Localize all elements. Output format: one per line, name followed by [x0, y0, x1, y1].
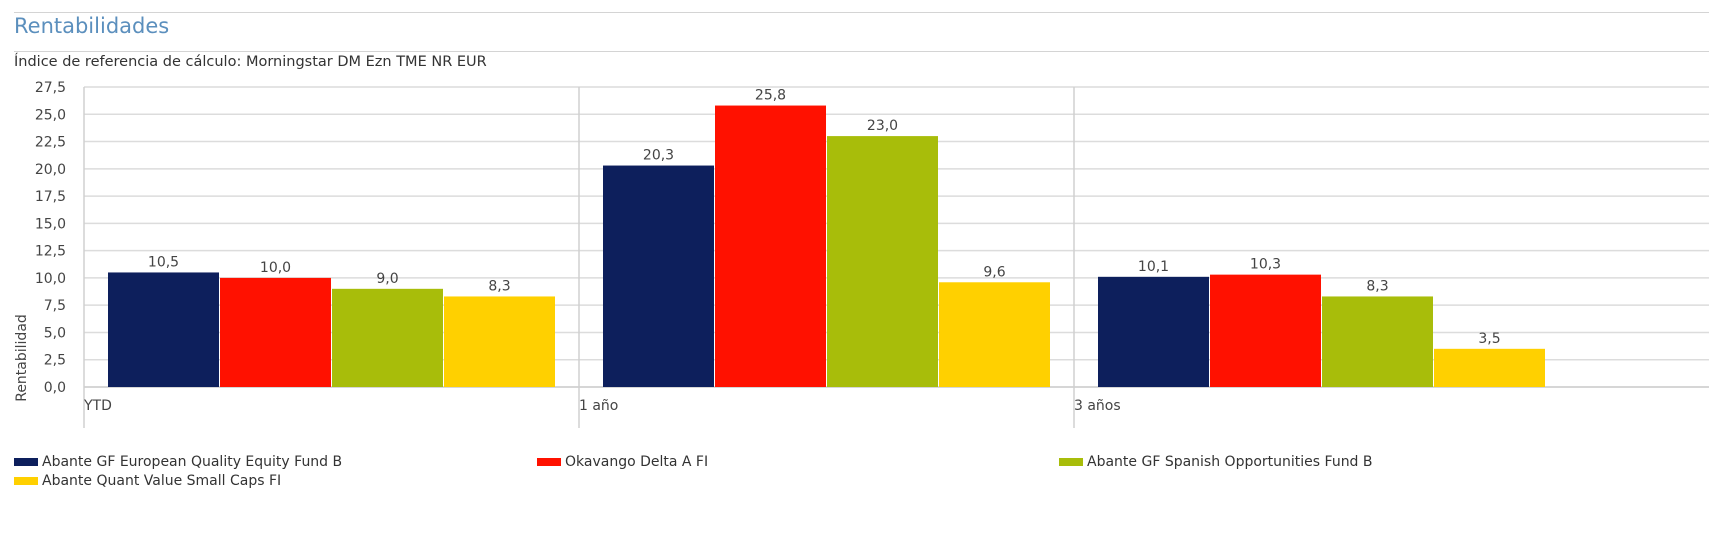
chart-legend: Abante GF European Quality Equity Fund B… [14, 454, 1694, 494]
x-tick-label: 1 año [579, 398, 618, 414]
data-label: 3,5 [1478, 331, 1500, 347]
data-label: 8,3 [1366, 278, 1388, 294]
bar-series-4-1-año [939, 282, 1050, 387]
title-divider [14, 51, 1709, 52]
y-tick-label: 5,0 [44, 325, 66, 341]
y-tick-label: 22,5 [35, 135, 66, 151]
data-label: 10,1 [1138, 259, 1169, 275]
data-label: 25,8 [755, 88, 786, 104]
returns-bar-chart: 0,0 2,5 5,0 7,5 10,0 12,5 15,0 17,5 20,0 22,5 25,0… [14, 80, 1709, 428]
x-tick-label: 3 años [1074, 398, 1121, 414]
data-label: 10,5 [148, 254, 179, 270]
legend-swatch-1 [14, 458, 38, 466]
y-tick-label: 17,5 [35, 189, 66, 205]
legend-label-4: Abante Quant Value Small Caps FI [42, 473, 282, 489]
bar-series-1-3-años [1098, 276, 1209, 387]
legend-swatch-3 [1059, 458, 1083, 466]
data-label: 20,3 [643, 148, 674, 164]
legend-swatch-2 [537, 458, 561, 466]
top-divider [14, 12, 1709, 13]
bar-series-1-YTD [108, 272, 219, 387]
legend-item-series-3[interactable]: Abante GF Spanish Opportunities Fund B [1059, 454, 1373, 470]
legend-label-2: Okavango Delta A FI [565, 454, 709, 470]
bar-series-4-3-años [1434, 348, 1545, 387]
y-tick-label: 20,0 [35, 162, 66, 178]
data-label: 10,0 [260, 260, 291, 276]
data-label: 23,0 [867, 118, 898, 134]
x-tick-label: YTD [83, 398, 112, 414]
bar-series-2-1-año [715, 105, 826, 387]
y-tick-label: 12,5 [35, 244, 66, 260]
bar-series-3-1-año [827, 136, 938, 387]
bar-series-1-1-año [603, 165, 714, 387]
data-label: 8,3 [488, 278, 510, 294]
legend-item-series-4[interactable]: Abante Quant Value Small Caps FI [14, 473, 281, 489]
y-tick-label: 25,0 [35, 107, 66, 123]
data-label: 9,6 [983, 264, 1005, 280]
y-tick-label: 0,0 [44, 380, 66, 396]
legend-label-3: Abante GF Spanish Opportunities Fund B [1087, 454, 1373, 470]
y-tick-label: 10,0 [35, 271, 66, 287]
section-title: Rentabilidades [14, 14, 170, 38]
legend-swatch-4 [14, 477, 38, 485]
legend-label-1: Abante GF European Quality Equity Fund B [42, 454, 343, 470]
data-label: 10,3 [1250, 257, 1281, 273]
legend-item-series-2[interactable]: Okavango Delta A FI [537, 454, 708, 470]
bar-series-3-3-años [1322, 296, 1433, 387]
bar-series-4-YTD [444, 296, 555, 387]
y-tick-label: 2,5 [44, 353, 66, 369]
benchmark-subtitle: Índice de referencia de cálculo: Morning… [14, 54, 487, 70]
bar-series-2-YTD [220, 277, 331, 387]
legend-item-series-1[interactable]: Abante GF European Quality Equity Fund B [14, 454, 342, 470]
bar-series-2-3-años [1210, 274, 1321, 387]
y-tick-label: 15,0 [35, 216, 66, 232]
bar-series-3-YTD [332, 288, 443, 387]
y-tick-label: 27,5 [35, 80, 66, 96]
y-tick-label: 7,5 [44, 298, 66, 314]
y-axis-title: Rentabilidad [14, 314, 30, 402]
data-label: 9,0 [376, 271, 398, 287]
